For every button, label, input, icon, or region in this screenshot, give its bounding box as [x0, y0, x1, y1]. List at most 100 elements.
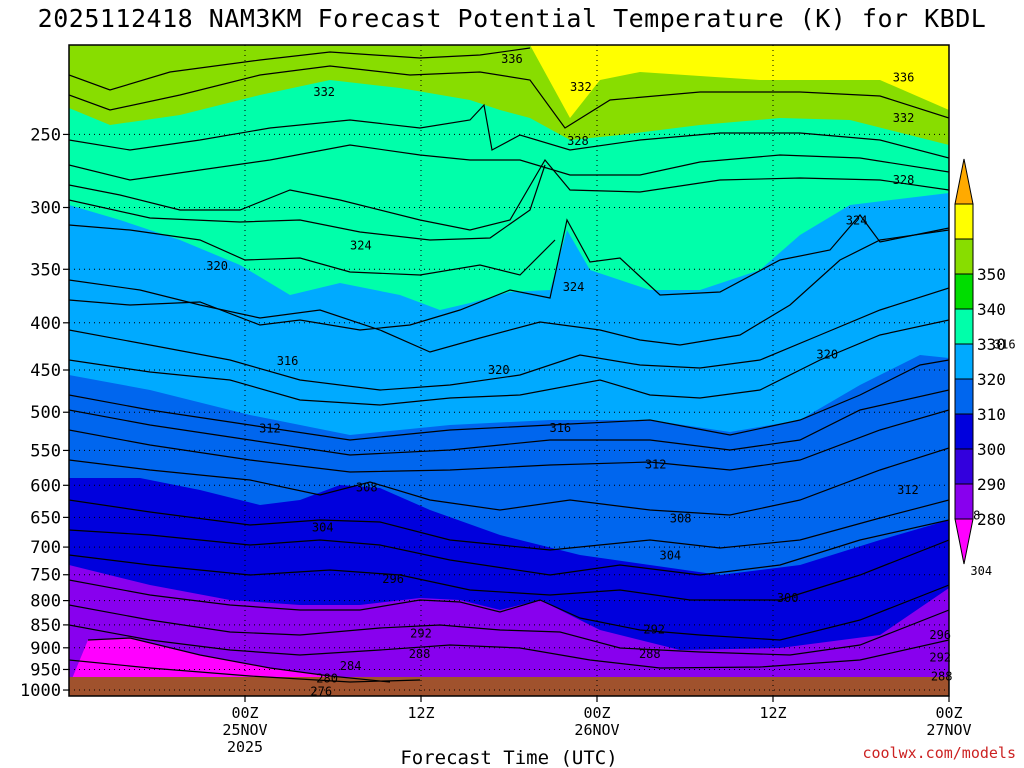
y-tick-label: 700 — [30, 538, 61, 558]
contour-label: 308 — [670, 512, 692, 526]
y-tick-label: 550 — [30, 441, 61, 461]
contour-label: 288 — [931, 670, 953, 684]
contour-label: 292 — [929, 650, 951, 664]
colorbar-swatch — [954, 413, 974, 450]
x-tick-label: 27NOV — [926, 721, 971, 739]
y-tick-label: 750 — [30, 566, 61, 586]
contour-label: 312 — [645, 458, 667, 472]
x-tick-label: 2025 — [227, 738, 263, 756]
x-tick-label: 26NOV — [574, 721, 619, 739]
contour-label: 304 — [312, 521, 334, 535]
contour-label: 324 — [846, 214, 868, 228]
contour-line — [69, 389, 949, 456]
x-tick-label: 25NOV — [222, 721, 267, 739]
contour-line — [69, 499, 949, 551]
contour-label: 308 — [356, 480, 378, 494]
contour-label: 276 — [310, 685, 332, 699]
contour-line — [69, 519, 949, 576]
contour-label: 284 — [340, 659, 362, 673]
chart-title: 2025112418 NAM3KM Forecast Potential Tem… — [37, 4, 987, 33]
colorbar-label: 320 — [977, 370, 1006, 389]
contour-label: 332 — [893, 111, 915, 125]
colorbar-swatch — [954, 483, 974, 520]
contour-line — [69, 447, 949, 516]
contour-label: 332 — [570, 80, 592, 94]
contour-label: 288 — [409, 647, 431, 661]
y-tick-label: 500 — [30, 403, 61, 423]
colorbar-swatch — [954, 378, 974, 415]
y-tick-label: 850 — [30, 616, 61, 636]
contour-label: 332 — [313, 85, 335, 99]
contour-line — [69, 659, 421, 683]
contour-line — [69, 319, 949, 406]
y-tick-label: 450 — [30, 361, 61, 381]
colorbar-label: 280 — [977, 510, 1006, 529]
contour-line — [69, 144, 949, 181]
colorbar-label: 310 — [977, 405, 1006, 424]
colorbar-label: 330 — [977, 335, 1006, 354]
contour-label: 316 — [994, 337, 1016, 351]
contour-lines — [69, 47, 949, 683]
contour-line — [69, 224, 556, 276]
contour-line — [69, 47, 531, 91]
contour-line — [69, 214, 949, 331]
contour-line — [69, 359, 949, 441]
y-tick-label: 1000 — [20, 681, 61, 701]
contour-label: 328 — [893, 173, 915, 187]
contour-line — [69, 604, 949, 656]
colorbar-swatch — [954, 308, 974, 345]
contour-line — [69, 103, 949, 159]
y-tick-label: 250 — [30, 125, 61, 145]
contour-label: 316 — [549, 421, 571, 435]
contour-line — [69, 158, 949, 231]
contour-line — [69, 164, 546, 241]
y-tick-label: 300 — [30, 199, 61, 219]
colorbar-label: 300 — [977, 440, 1006, 459]
y-tick-label: 400 — [30, 314, 61, 334]
contour-line — [69, 65, 949, 129]
contour-label: 312 — [897, 483, 919, 497]
contour-label: 316 — [277, 354, 299, 368]
y-axis: 250 300 350 400 450 500 550 600 650 700 750 800 850 9… — [20, 125, 69, 701]
y-tick-label: 650 — [30, 508, 61, 528]
contour-label: 304 — [659, 549, 681, 563]
band-270-280 — [69, 638, 390, 686]
contour-label: 324 — [350, 239, 372, 253]
contour-label: 320 — [206, 259, 228, 273]
x-tick-label: 00Z — [231, 704, 258, 722]
colorbar-swatch — [954, 203, 974, 240]
x-axis-label: Forecast Time (UTC) — [400, 747, 617, 768]
x-tick-label: 00Z — [935, 704, 962, 722]
contour-label: 312 — [259, 422, 281, 436]
gridlines — [69, 45, 949, 696]
contour-line — [87, 637, 391, 683]
y-tick-label: 350 — [30, 260, 61, 280]
contour-label: 288 — [639, 647, 661, 661]
contour-line — [69, 287, 949, 391]
contour-label: 296 — [382, 572, 404, 586]
contour-line — [69, 624, 949, 669]
colorbar: 280 290 300 310 320 330 340 350 — [954, 158, 1006, 565]
contour-line — [69, 409, 949, 473]
contour-line — [69, 539, 949, 601]
colorbar-label: 350 — [977, 265, 1006, 284]
contour-label: 320 — [488, 363, 510, 377]
y-tick-label: 950 — [30, 660, 61, 680]
colorbar-swatch — [954, 273, 974, 310]
contour-label: 280 — [316, 672, 338, 686]
contour-label: 292 — [410, 626, 432, 640]
x-tick-label: 12Z — [759, 704, 786, 722]
colorbar-label: 340 — [977, 300, 1006, 319]
colorbar-label: 290 — [977, 475, 1006, 494]
contour-line — [69, 229, 949, 353]
y-tick-label: 900 — [30, 639, 61, 659]
contour-line — [69, 579, 949, 641]
contour-label: 292 — [643, 623, 665, 637]
colorbar-swatch — [954, 343, 974, 380]
contour-label: 324 — [563, 280, 585, 294]
ground-terrain — [69, 677, 949, 696]
contour-label: 300 — [777, 591, 799, 605]
